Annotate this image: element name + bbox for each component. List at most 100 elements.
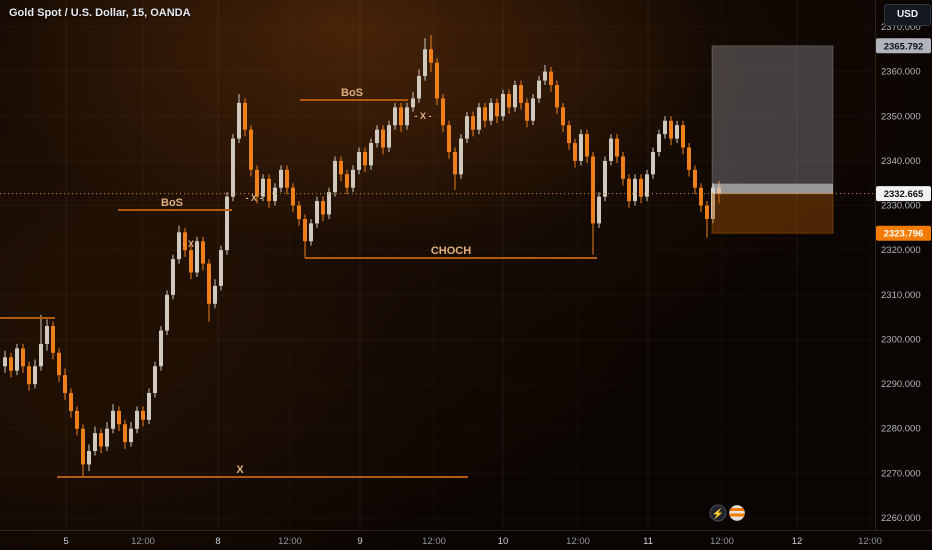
time-tick-label: 12:00 [858,536,882,547]
candle-body [363,151,367,166]
candle-body [417,76,421,99]
annotation-label[interactable]: X [236,464,244,476]
candle-body [501,93,505,117]
price-tick-label: 2290.000 [881,379,921,390]
time-tick-label: 12 [792,536,803,547]
candle-body [429,49,433,63]
price-tick-label: 2370.000 [881,22,921,33]
candle-body [231,138,235,197]
drawing-annotations[interactable]: BoS - X - BoS - X - - X - CHOCH X [0,87,597,478]
candle-body [249,129,253,170]
candle-body [465,116,469,139]
candle-body [333,160,337,193]
time-tick-label: 10 [498,536,509,547]
candle-body [123,424,127,443]
candle-body [21,348,25,367]
price-tick-label: 2340.000 [881,156,921,167]
broker-logo-icon[interactable] [728,504,746,522]
candle-body [579,134,583,161]
annotation-label[interactable]: - X - [246,193,263,203]
footer-icons: ⚡ [709,504,746,522]
time-tick-label: 5 [63,536,68,547]
annotation-label[interactable]: - X - [183,239,200,249]
candle-body [111,410,115,429]
candle-body [15,348,19,371]
candle-body [213,285,217,304]
candle-body [381,129,385,148]
candle-body [603,160,607,197]
candle-body [543,71,547,81]
gridlines [65,0,798,530]
candle-body [507,93,511,108]
candle-body [645,174,649,197]
candle-body [513,85,517,108]
annotation-label[interactable]: BoS [341,87,363,99]
annotation-label[interactable]: CHOCH [431,245,471,257]
candle-body [3,357,7,367]
price-badge-value: 2365.792 [884,41,924,52]
time-tick-label: 12:00 [710,536,734,547]
time-axis[interactable]: 5 12:00 8 12:00 9 12:00 10 12:00 11 12:00 12 12:00 [0,530,932,548]
currency-toggle-button[interactable]: USD [884,4,931,26]
candle-body [255,169,259,197]
candle-body [423,49,427,77]
svg-text:⚡: ⚡ [712,507,724,520]
candle-body [435,62,439,99]
price-badge-value: 2323.796 [884,229,924,240]
candle-body [99,433,103,447]
candle-body [135,410,139,429]
candle-body [75,410,79,429]
candle-body [33,366,37,385]
candle-body [285,169,289,188]
time-tick-label: 12:00 [422,536,446,547]
candle-body [87,451,91,465]
candle-body [525,102,529,121]
price-axis[interactable]: 2370.000 2360.000 2350.000 2340.000 2330.000… [875,0,932,530]
loss-zone[interactable] [711,193,834,234]
candle-body [81,428,85,465]
candle-body [663,120,667,135]
time-tick-label: 12:00 [566,536,590,547]
entry-strip[interactable] [712,183,833,194]
candle-body [405,107,409,126]
price-tick-label: 2360.000 [881,67,921,78]
candle-body [129,428,133,443]
candle-body [555,85,559,108]
candle-body [477,107,481,130]
candle-body [693,169,697,188]
candle-body [39,343,43,367]
candle-body [153,366,157,394]
candle-body [189,250,193,273]
candle-body [261,178,265,197]
candle-body [675,125,679,139]
annotation-label[interactable]: BoS [161,197,183,209]
candle-body [177,232,181,260]
candle-body [585,134,589,157]
candle-body [105,428,109,447]
candle-body [219,250,223,286]
profit-zone[interactable] [711,45,834,195]
time-tick-label: 8 [215,536,220,547]
candle-body [687,147,691,170]
long-position-tool[interactable] [711,45,834,234]
symbol-title[interactable]: Gold Spot / U.S. Dollar, 15, OANDA [9,7,191,19]
annotation-label[interactable]: - X - [415,111,432,121]
candle-body [183,232,187,251]
candle-body [57,352,61,376]
candle-body [267,178,271,202]
candle-body [537,80,541,99]
candle-body [711,187,715,219]
instant-order-lightning-icon[interactable]: ⚡ [709,504,727,522]
candle-body [609,138,613,161]
time-tick-label: 9 [357,536,362,547]
candle-body [669,120,673,139]
candle-body [243,102,247,130]
candle-body [297,205,301,219]
price-tick-label: 2350.000 [881,111,921,122]
price-tick-label: 2300.000 [881,334,921,345]
candle-body [45,326,49,344]
candle-body [561,107,565,126]
candle-body [195,241,199,273]
